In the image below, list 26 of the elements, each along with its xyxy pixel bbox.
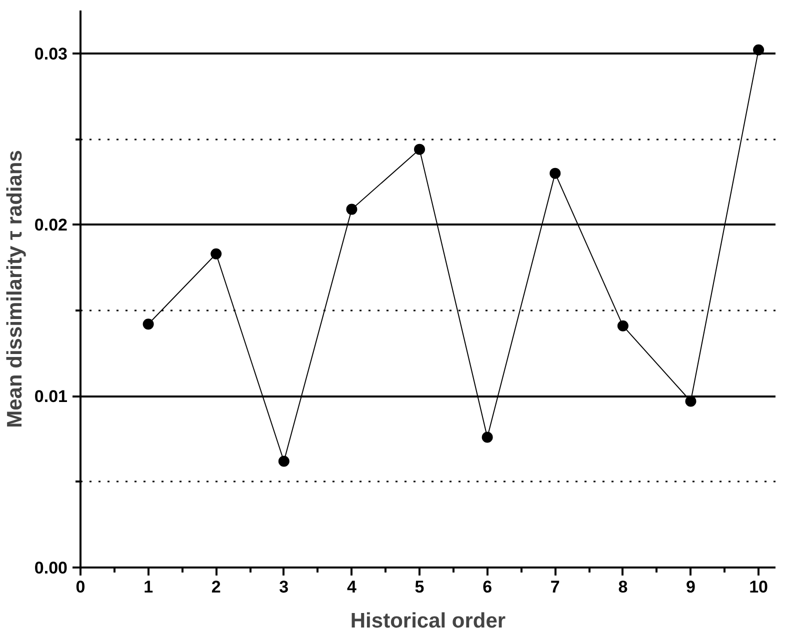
x-tick-label: 7 xyxy=(550,578,560,596)
point xyxy=(482,432,493,443)
point xyxy=(617,320,628,332)
x-tick-label: 10 xyxy=(749,578,768,596)
y-tick-label: 0.03 xyxy=(34,44,68,64)
point xyxy=(142,318,154,330)
x-tick-label: 8 xyxy=(618,578,628,596)
x-tick-label: 4 xyxy=(346,578,357,596)
point xyxy=(550,168,561,179)
y-tick-label: 0.00 xyxy=(34,558,68,578)
x-tick-label: 1 xyxy=(144,578,154,596)
x-axis-title: Historical order xyxy=(350,610,506,632)
point xyxy=(346,204,358,215)
point xyxy=(278,456,290,467)
x-tick-label: 3 xyxy=(279,578,289,596)
point xyxy=(753,44,764,56)
point xyxy=(210,248,222,260)
x-tick-label: 6 xyxy=(482,578,492,596)
x-tick-label: 5 xyxy=(414,578,424,596)
x-tick-label: 2 xyxy=(211,578,221,596)
y-tick-label: 0.01 xyxy=(34,387,68,406)
point xyxy=(414,144,426,155)
y-tick-label: 0.02 xyxy=(34,216,68,235)
x-tick-label: 9 xyxy=(686,578,696,596)
y-axis-title: Mean dissimilarity τ radians xyxy=(3,150,26,428)
x-tick-label: 0 xyxy=(76,578,86,596)
